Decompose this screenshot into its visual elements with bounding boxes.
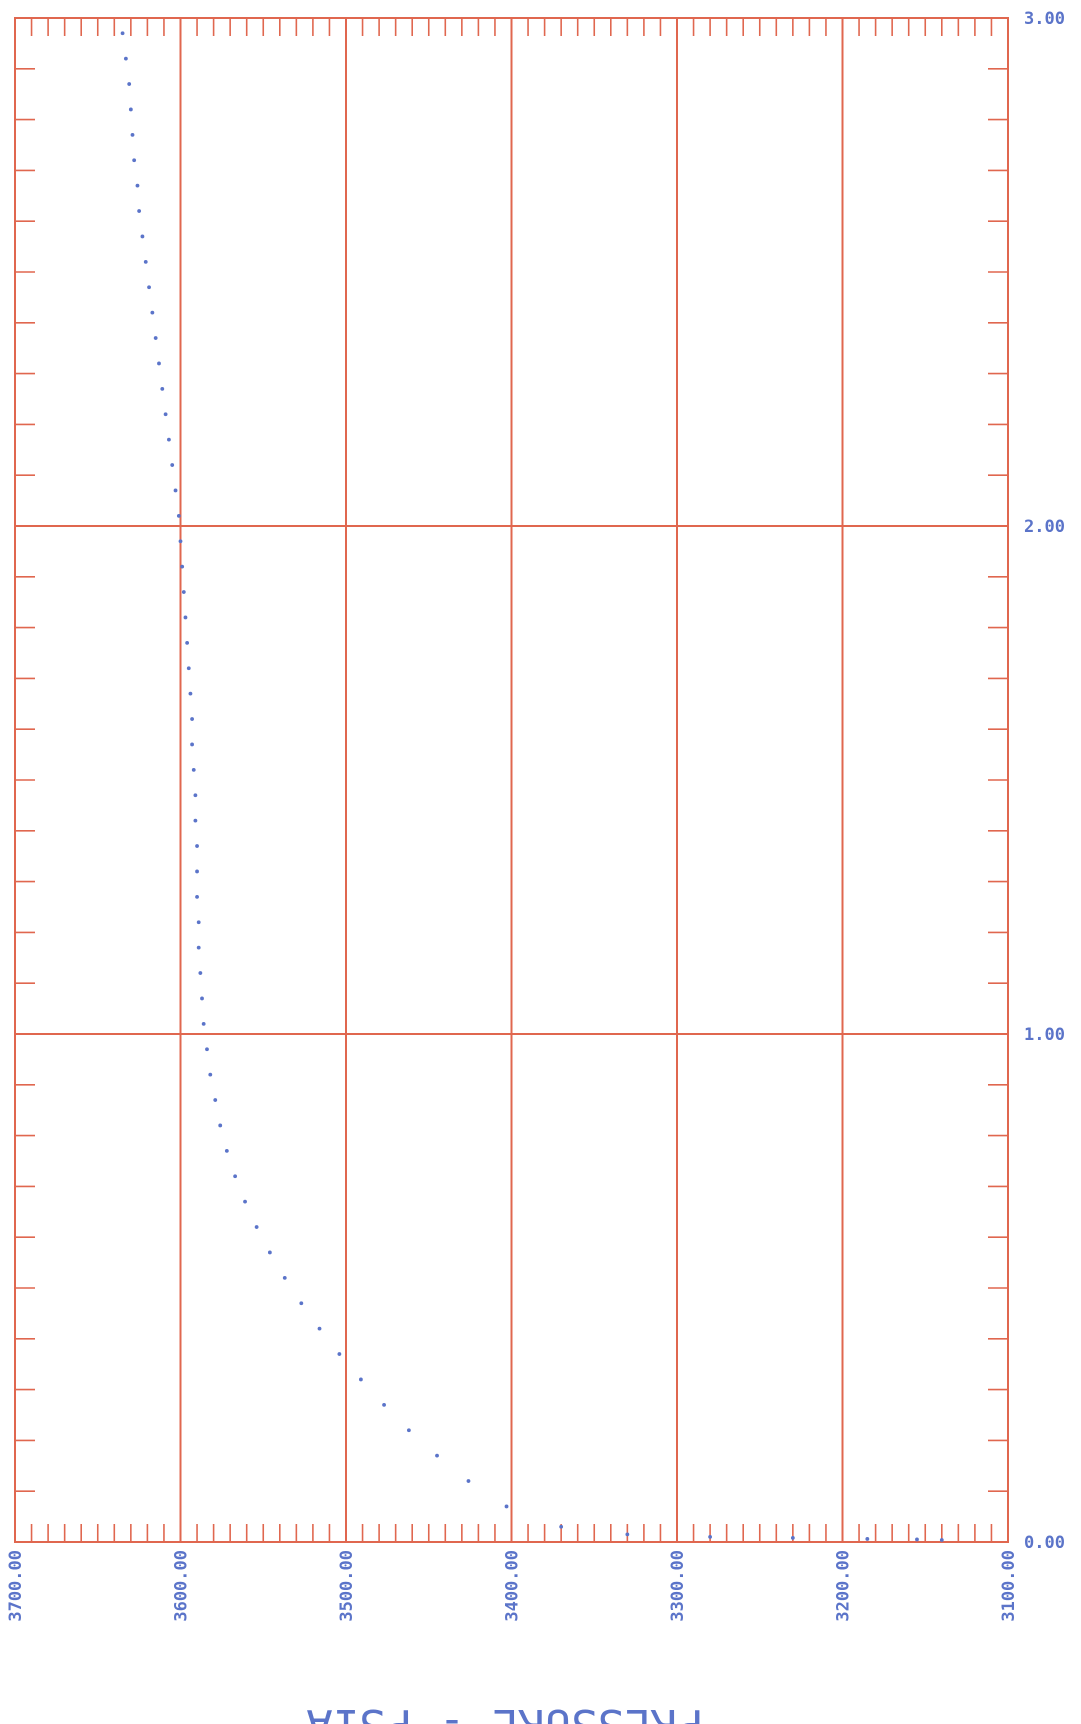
- data-point: [243, 1199, 247, 1204]
- grid: [14, 17, 1009, 1543]
- data-point: [163, 412, 168, 417]
- data-point: [196, 920, 201, 925]
- data-point: [128, 107, 133, 112]
- data-point: [208, 1072, 213, 1077]
- data-point: [195, 869, 199, 874]
- data-point: [181, 590, 186, 594]
- data-point: [337, 1352, 342, 1356]
- data-point: [178, 539, 183, 544]
- data-point: [135, 183, 140, 188]
- data-point: [625, 1532, 630, 1537]
- data-point: [143, 259, 148, 264]
- data-series: [120, 31, 944, 1542]
- data-point: [193, 818, 198, 823]
- data-point: [160, 386, 165, 391]
- x-tick-label: 3400.00: [503, 1550, 523, 1622]
- data-point: [150, 310, 155, 315]
- data-point: [180, 564, 185, 569]
- data-point: [195, 894, 199, 899]
- data-point: [865, 1537, 870, 1541]
- x-tick-label: 3300.00: [668, 1550, 688, 1622]
- y-tick-label: 0.00: [1024, 1533, 1065, 1553]
- y-tick-label: 3.00: [1024, 9, 1065, 29]
- x-tick-label: 3600.00: [172, 1550, 192, 1622]
- data-point: [173, 488, 178, 493]
- x-tick-label: 3500.00: [337, 1550, 357, 1622]
- x-tick-label: 3200.00: [834, 1550, 854, 1622]
- data-point: [190, 717, 194, 721]
- data-point: [153, 336, 158, 340]
- data-point: [190, 742, 194, 747]
- data-point: [123, 56, 128, 61]
- data-point: [299, 1301, 304, 1306]
- x-axis-title: PRESSURE - PSIA: [306, 1699, 703, 1724]
- data-point: [185, 640, 190, 645]
- data-point: [233, 1174, 238, 1179]
- data-point: [193, 793, 198, 798]
- data-point: [195, 844, 199, 848]
- data-point: [205, 1047, 209, 1052]
- data-point: [167, 437, 171, 442]
- data-point: [127, 82, 132, 86]
- data-point: [120, 31, 125, 36]
- data-point: [254, 1225, 259, 1229]
- data-point: [708, 1535, 712, 1539]
- tick-labels: 3700.00 3600.00 3500.00 3400.00 3300.00 3200.…: [6, 9, 1065, 1622]
- data-point: [176, 513, 181, 518]
- data-point: [198, 971, 203, 975]
- data-point: [466, 1479, 471, 1483]
- axis-ticks: [15, 18, 1008, 1542]
- data-point: [406, 1428, 411, 1433]
- data-point: [358, 1377, 363, 1382]
- data-point: [282, 1275, 287, 1280]
- data-point: [191, 767, 196, 772]
- data-point: [186, 666, 191, 671]
- data-point: [915, 1537, 919, 1542]
- data-point: [157, 361, 161, 366]
- data-point: [140, 234, 145, 239]
- y-tick-label: 1.00: [1024, 1025, 1065, 1045]
- data-point: [267, 1250, 272, 1255]
- data-point: [504, 1504, 509, 1509]
- data-point: [183, 615, 188, 620]
- data-point: [218, 1123, 223, 1128]
- y-tick-label: 2.00: [1024, 517, 1065, 537]
- data-point: [130, 132, 135, 137]
- data-point: [317, 1326, 322, 1331]
- data-point: [137, 209, 142, 213]
- data-point: [939, 1538, 944, 1542]
- data-point: [790, 1536, 795, 1540]
- x-tick-label: 3700.00: [6, 1550, 26, 1622]
- data-point: [200, 996, 204, 1001]
- data-point: [201, 1021, 206, 1026]
- data-point: [224, 1148, 229, 1153]
- data-point: [147, 285, 151, 290]
- data-point: [170, 463, 175, 467]
- data-point: [188, 691, 193, 696]
- data-point: [132, 158, 137, 163]
- data-point: [382, 1402, 386, 1407]
- data-point: [213, 1098, 218, 1102]
- data-point: [196, 945, 201, 950]
- data-point: [435, 1453, 439, 1458]
- data-point: [559, 1524, 564, 1529]
- x-tick-label: 3100.00: [999, 1550, 1019, 1622]
